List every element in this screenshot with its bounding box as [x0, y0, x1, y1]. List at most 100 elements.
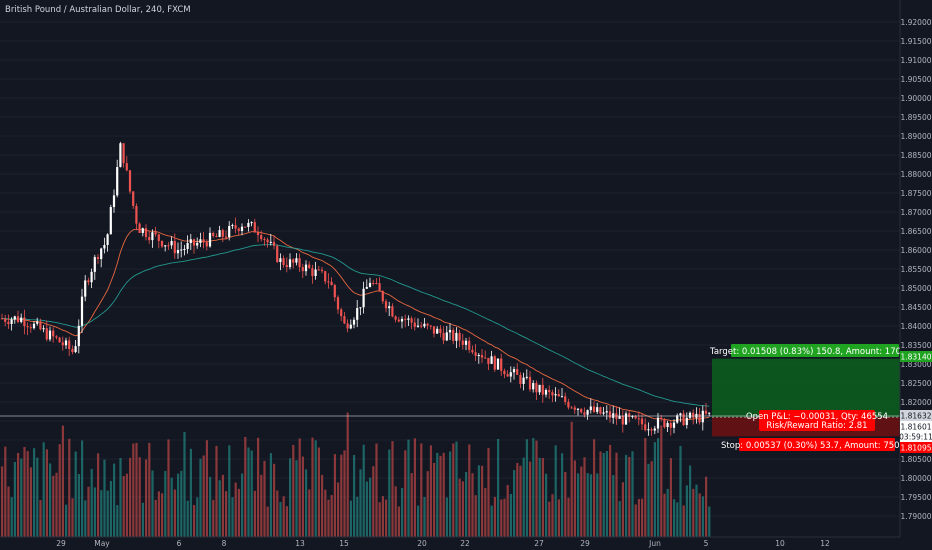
- candle[interactable]: [484, 350, 487, 359]
- candle[interactable]: [388, 301, 391, 317]
- candle[interactable]: [164, 245, 167, 252]
- candle[interactable]: [55, 335, 58, 340]
- target-zone[interactable]: [712, 358, 900, 418]
- candle[interactable]: [567, 398, 570, 410]
- candle[interactable]: [477, 353, 480, 364]
- candle[interactable]: [509, 366, 512, 383]
- candle[interactable]: [106, 233, 109, 252]
- candle[interactable]: [148, 230, 151, 244]
- candle[interactable]: [538, 384, 541, 395]
- candle[interactable]: [560, 387, 564, 398]
- candle[interactable]: [471, 345, 474, 355]
- candle[interactable]: [218, 225, 221, 238]
- candle[interactable]: [522, 372, 525, 391]
- candle[interactable]: [548, 385, 551, 399]
- candle[interactable]: [528, 371, 532, 392]
- candle[interactable]: [256, 226, 260, 243]
- candle[interactable]: [304, 260, 308, 276]
- symbol-title[interactable]: British Pound / Australian Dollar, 240, …: [5, 5, 191, 15]
- candle[interactable]: [487, 357, 490, 371]
- price-axis[interactable]: 1.92000 1.91500 1.91000 1.90500 1.90000 1.895…: [899, 0, 932, 550]
- candle[interactable]: [263, 237, 266, 246]
- candle[interactable]: [378, 277, 381, 292]
- candle[interactable]: [592, 401, 596, 414]
- candle[interactable]: [500, 353, 503, 376]
- candle[interactable]: [173, 233, 176, 259]
- candle[interactable]: [570, 406, 573, 409]
- candle[interactable]: [602, 406, 605, 416]
- candle[interactable]: [340, 307, 343, 322]
- candle[interactable]: [298, 253, 301, 272]
- candle[interactable]: [196, 237, 199, 249]
- candle[interactable]: [612, 405, 615, 424]
- candle[interactable]: [23, 309, 26, 335]
- candle[interactable]: [637, 411, 640, 426]
- candle[interactable]: [167, 242, 170, 250]
- candle[interactable]: [564, 392, 567, 405]
- candle[interactable]: [288, 253, 292, 270]
- candle[interactable]: [16, 310, 20, 324]
- candle[interactable]: [116, 159, 119, 198]
- candle[interactable]: [679, 412, 682, 423]
- candle[interactable]: [42, 325, 45, 333]
- candle[interactable]: [93, 254, 96, 280]
- candle[interactable]: [429, 324, 432, 330]
- candle[interactable]: [170, 236, 173, 249]
- candle[interactable]: [404, 314, 407, 328]
- candle[interactable]: [317, 265, 320, 271]
- candle[interactable]: [452, 327, 455, 345]
- candle[interactable]: [176, 242, 180, 259]
- candle[interactable]: [650, 427, 653, 436]
- candle[interactable]: [330, 277, 333, 286]
- candle[interactable]: [586, 409, 589, 420]
- candle[interactable]: [61, 336, 64, 351]
- candle[interactable]: [666, 420, 669, 433]
- candle[interactable]: [493, 354, 496, 373]
- candle[interactable]: [551, 389, 554, 403]
- candle[interactable]: [68, 336, 71, 357]
- candle[interactable]: [644, 418, 647, 432]
- candle[interactable]: [228, 221, 231, 241]
- candle[interactable]: [455, 327, 458, 349]
- candle[interactable]: [352, 317, 356, 329]
- candle[interactable]: [628, 411, 631, 423]
- candle[interactable]: [701, 405, 704, 431]
- candle[interactable]: [138, 222, 141, 233]
- candle[interactable]: [704, 403, 708, 416]
- candle[interactable]: [669, 421, 672, 436]
- candle[interactable]: [496, 358, 500, 370]
- candle[interactable]: [554, 387, 557, 402]
- candle[interactable]: [490, 350, 493, 364]
- open-pl-box[interactable]: [759, 410, 875, 431]
- candle[interactable]: [356, 300, 359, 328]
- candle[interactable]: [621, 410, 624, 433]
- candles[interactable]: [0, 141, 711, 436]
- candle[interactable]: [64, 337, 68, 349]
- candle[interactable]: [573, 405, 576, 414]
- candle[interactable]: [132, 190, 135, 209]
- candle[interactable]: [692, 409, 695, 425]
- candle[interactable]: [432, 326, 436, 338]
- candle[interactable]: [474, 344, 477, 362]
- candle[interactable]: [327, 273, 330, 289]
- candle[interactable]: [532, 380, 535, 393]
- candle[interactable]: [13, 315, 16, 324]
- candle[interactable]: [301, 263, 304, 279]
- candle[interactable]: [349, 319, 352, 330]
- candle[interactable]: [423, 317, 426, 329]
- candle[interactable]: [58, 336, 61, 343]
- candle[interactable]: [221, 228, 224, 243]
- candle[interactable]: [362, 281, 365, 314]
- candle[interactable]: [320, 266, 324, 274]
- candle[interactable]: [503, 368, 506, 379]
- candle[interactable]: [84, 275, 87, 302]
- candle[interactable]: [279, 253, 282, 271]
- candle[interactable]: [7, 314, 10, 329]
- candle[interactable]: [634, 414, 637, 420]
- candle[interactable]: [640, 414, 644, 430]
- candle[interactable]: [52, 327, 55, 343]
- candle[interactable]: [36, 317, 39, 326]
- candle[interactable]: [308, 261, 311, 269]
- candle[interactable]: [90, 268, 93, 288]
